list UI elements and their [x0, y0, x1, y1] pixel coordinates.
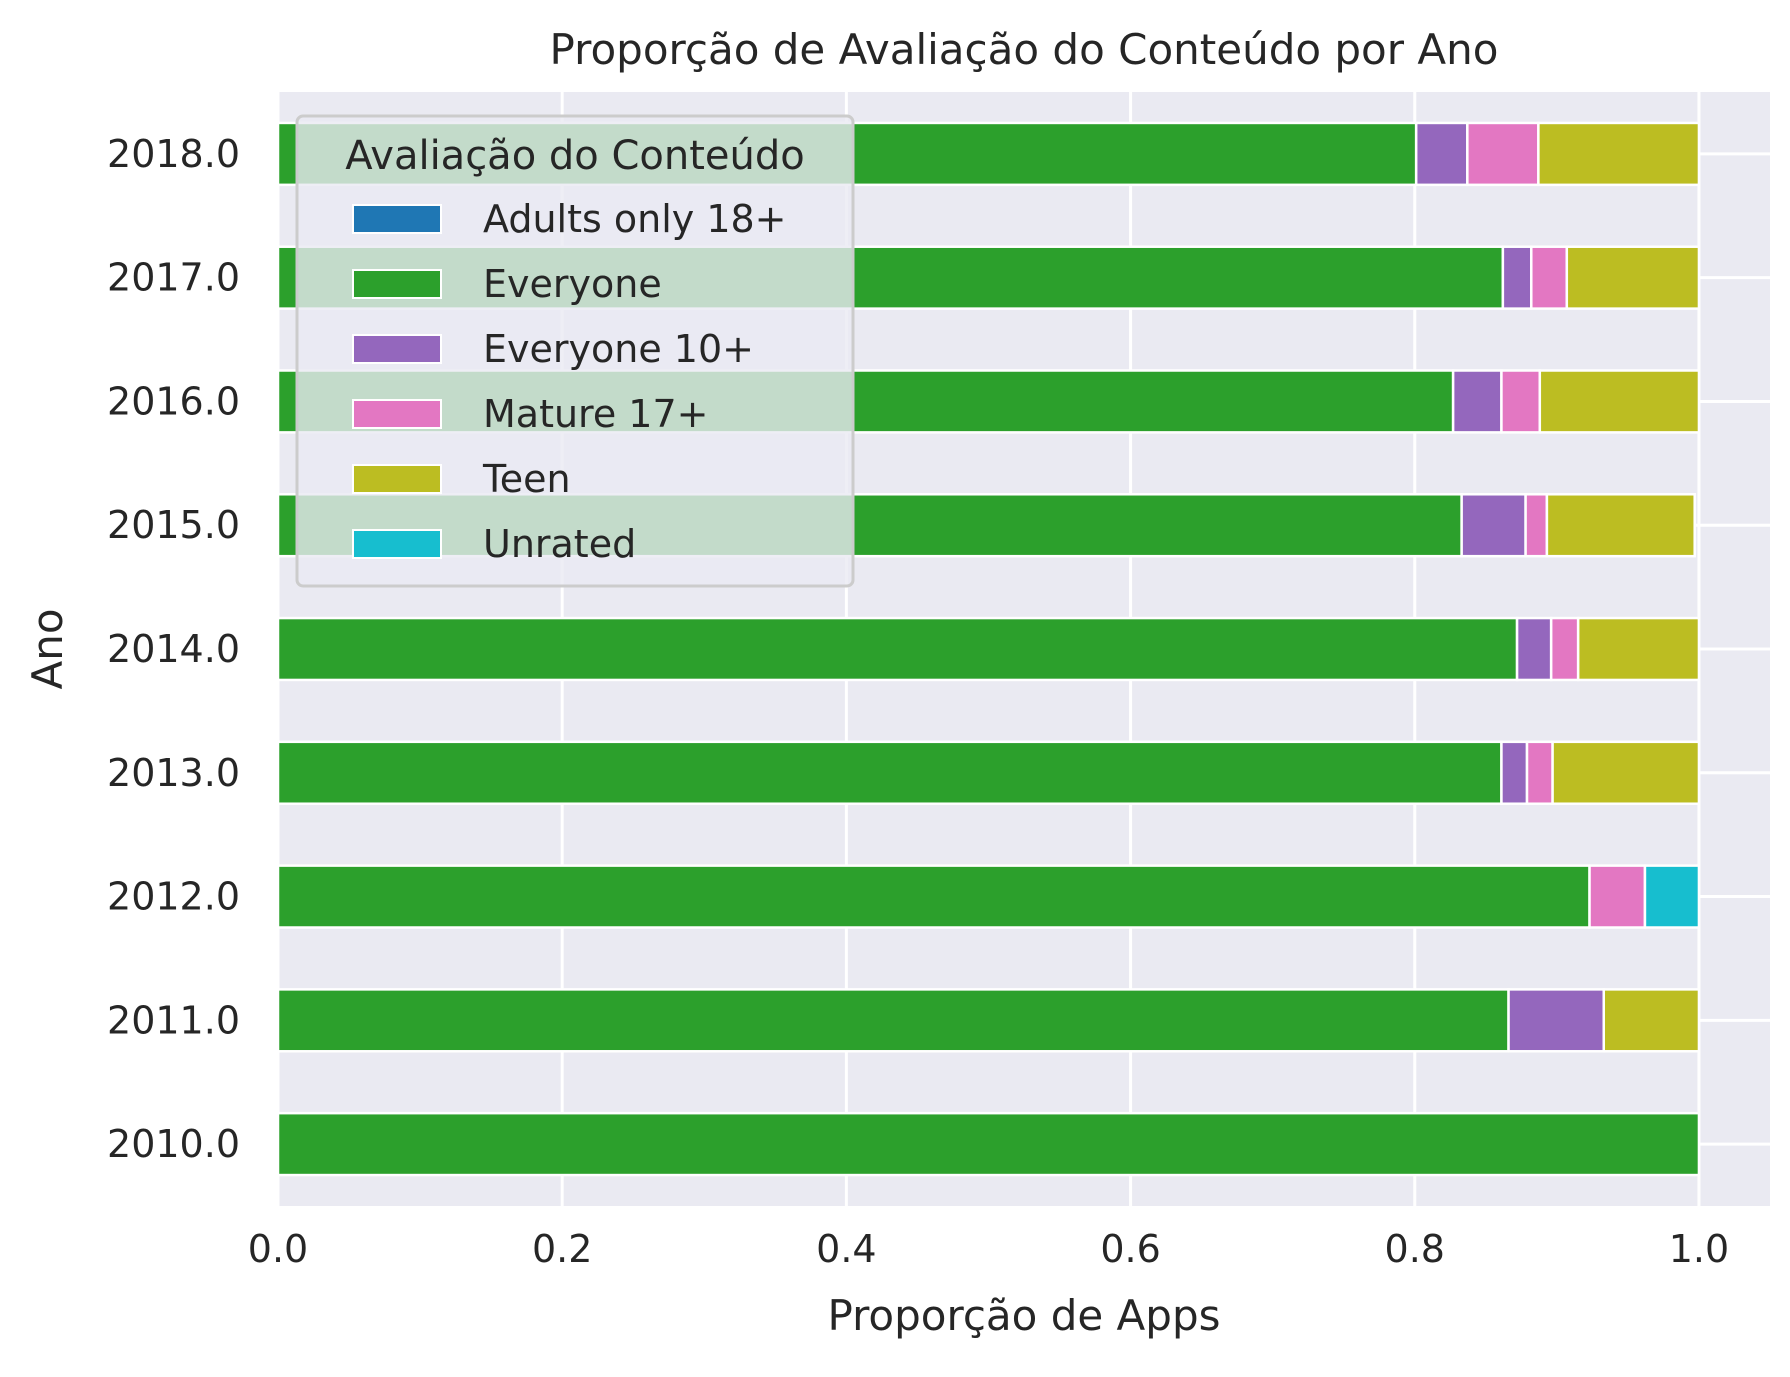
legend-swatch	[352, 334, 442, 364]
bar-segment	[1588, 864, 1647, 929]
y-tick-label: 2015.0	[107, 503, 240, 547]
bar-segment	[276, 616, 1519, 682]
x-tick-labels: 0.0 0.2 0.4 0.6 0.8 1.0	[248, 1227, 1729, 1271]
legend-title: Avaliação do Conteúdo	[345, 133, 804, 179]
bar-segment	[1466, 121, 1540, 187]
bar-segment	[1538, 369, 1701, 434]
bar-segment	[1525, 740, 1554, 805]
y-tick-label: 2017.0	[107, 256, 240, 300]
bar-segment	[1551, 740, 1701, 805]
bar-segment	[1460, 493, 1527, 558]
bar-segment	[1501, 245, 1533, 310]
bar-segment	[1414, 121, 1469, 187]
bar-segment	[1507, 988, 1605, 1053]
x-tick-label: 0.0	[248, 1227, 308, 1271]
bar-segment	[1451, 369, 1503, 434]
bar-segment	[276, 1111, 1701, 1177]
y-axis-label: Ano	[23, 608, 72, 689]
legend-swatch	[352, 269, 442, 299]
bar-segment	[1500, 369, 1542, 434]
legend-items: Adults only 18+ Everyone Everyone 10+ Matur…	[352, 197, 787, 566]
bar-segment	[1602, 988, 1701, 1053]
x-tick-label: 0.8	[1385, 1227, 1445, 1271]
legend-swatch	[352, 399, 442, 429]
y-tick-label: 2016.0	[107, 379, 240, 423]
x-tick-label: 0.2	[532, 1227, 592, 1271]
bar-segment	[1515, 616, 1553, 682]
y-tick-label: 2014.0	[107, 627, 240, 671]
legend: Avaliação do Conteúdo Adults only 18+ Eve…	[295, 114, 855, 588]
legend-swatch	[352, 464, 442, 494]
bar-segment	[276, 988, 1510, 1053]
x-tick-label: 0.6	[1100, 1227, 1160, 1271]
bar-segment	[1576, 616, 1701, 682]
bar-segment	[276, 864, 1591, 929]
chart-title: Proporção de Avaliação do Conteúdo por A…	[550, 25, 1499, 74]
legend-label: Unrated	[483, 522, 636, 566]
legend-label: Everyone 10+	[483, 327, 754, 371]
bar-segment	[1643, 864, 1701, 929]
y-tick-label: 2018.0	[107, 132, 240, 176]
y-tick-label: 2011.0	[107, 998, 240, 1042]
bar-segment	[1537, 121, 1701, 187]
bar-segment	[276, 740, 1503, 805]
legend-swatch	[352, 529, 442, 559]
legend-label: Adults only 18+	[483, 197, 787, 241]
bar-segment	[1545, 493, 1696, 558]
y-tick-label: 2012.0	[107, 875, 240, 919]
y-tick-labels: 2010.0 2011.0 2012.0 2013.0 2014.0 2015.0 2016…	[107, 132, 240, 1166]
bar-segment	[1530, 245, 1569, 310]
legend-label: Everyone	[483, 262, 662, 306]
bar-segment	[1500, 740, 1529, 805]
bar-segment	[1524, 493, 1549, 558]
y-tick-label: 2010.0	[107, 1122, 240, 1166]
x-axis-label: Proporção de Apps	[828, 1291, 1221, 1340]
y-tick-label: 2013.0	[107, 751, 240, 795]
bar-segment	[1549, 616, 1580, 682]
legend-swatch	[352, 204, 442, 234]
legend-label: Teen	[482, 457, 571, 501]
bar-segment	[1565, 245, 1701, 310]
x-tick-label: 0.4	[816, 1227, 876, 1271]
legend-label: Mature 17+	[483, 392, 709, 436]
x-tick-label: 1.0	[1669, 1227, 1729, 1271]
